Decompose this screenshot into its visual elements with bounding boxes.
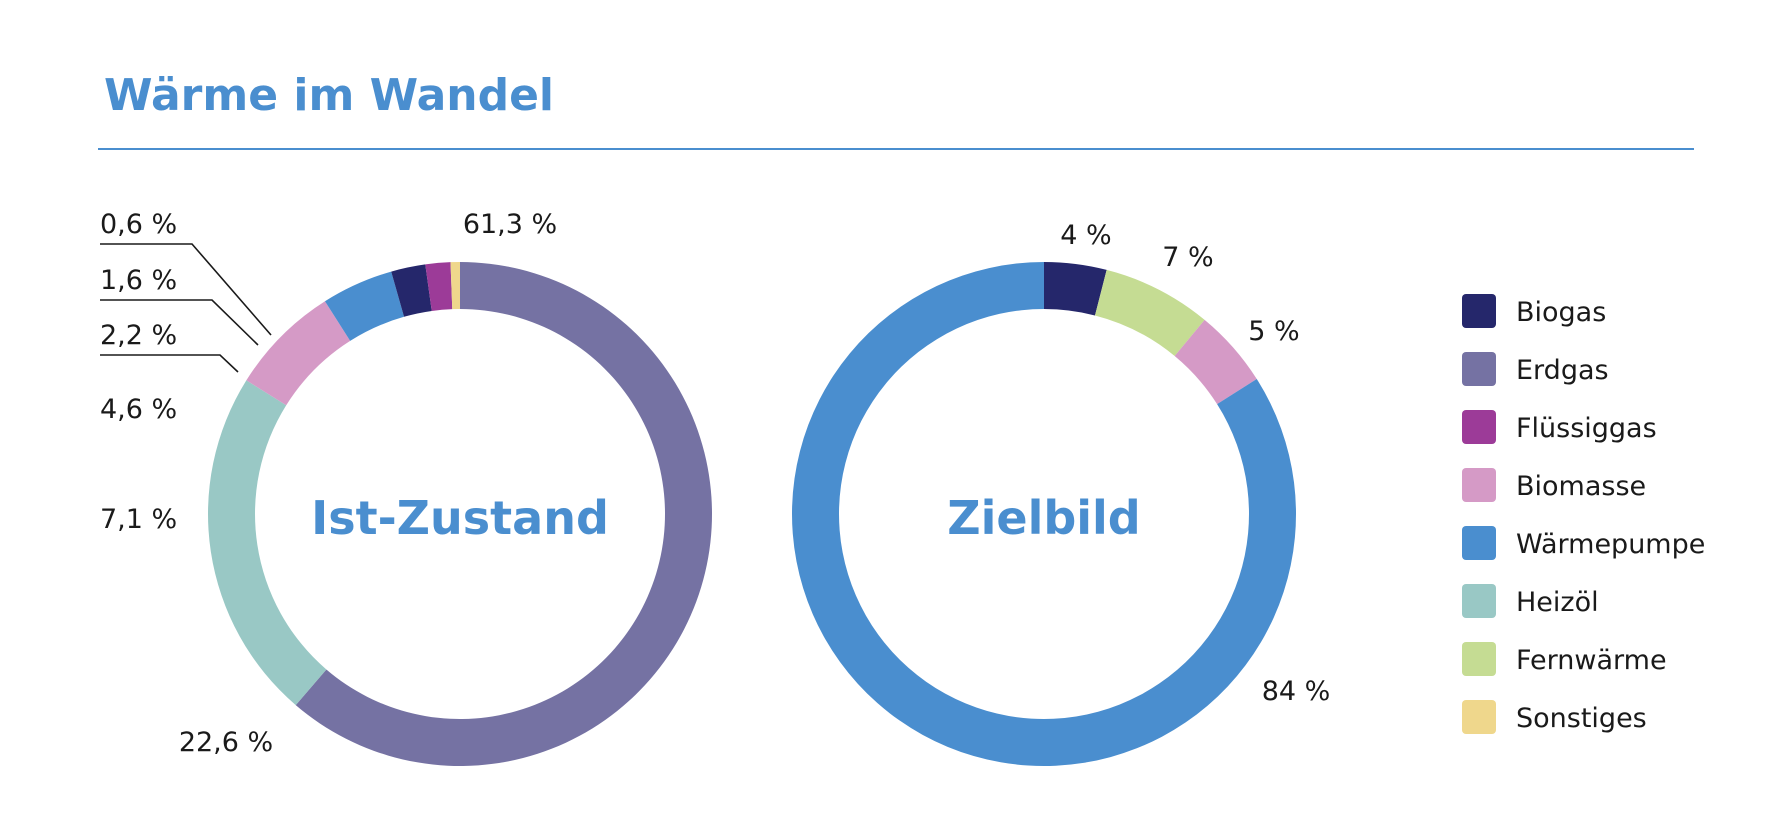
chart-title: Wärme im Wandel xyxy=(104,70,555,121)
value-label-waermepumpe: 84 % xyxy=(1262,676,1331,707)
legend-swatch xyxy=(1462,410,1496,444)
legend-item-biogas: Biogas xyxy=(1462,294,1606,328)
slice-sonstiges xyxy=(450,262,460,310)
legend-swatch xyxy=(1462,700,1496,734)
value-label-fernwaerme: 7 % xyxy=(1162,242,1213,273)
legend-item-fernwaerme: Fernwärme xyxy=(1462,642,1667,676)
value-label-biomasse: 7,1 % xyxy=(100,504,177,535)
title-divider xyxy=(98,148,1694,150)
legend-label: Wärmepumpe xyxy=(1516,529,1705,560)
legend-swatch xyxy=(1462,468,1496,502)
legend-item-biomasse: Biomasse xyxy=(1462,468,1646,502)
donut-center-label: Zielbild xyxy=(947,491,1140,545)
leader-line-biogas xyxy=(100,354,239,373)
value-label-erdgas: 61,3 % xyxy=(463,209,557,240)
value-label-sonstiges: 0,6 % xyxy=(100,209,177,240)
legend-label: Flüssiggas xyxy=(1516,413,1657,444)
value-label-heizoel: 22,6 % xyxy=(179,727,273,758)
slice-heizoel xyxy=(208,380,327,706)
legend-swatch xyxy=(1462,584,1496,618)
legend-item-sonstiges: Sonstiges xyxy=(1462,700,1647,734)
donut-center-label: Ist-Zustand xyxy=(311,491,609,545)
legend-item-erdgas: Erdgas xyxy=(1462,352,1609,386)
legend-label: Biogas xyxy=(1516,297,1606,328)
donut-ist-zustand: 61,3 % 22,6 % 7,1 % 4,6 % 2,2 % 1,6 % 0,6 % Is… xyxy=(100,209,712,766)
legend-label: Heizöl xyxy=(1516,587,1599,618)
slice-biomasse xyxy=(1174,319,1257,405)
legend-label: Biomasse xyxy=(1516,471,1646,502)
legend-swatch xyxy=(1462,642,1496,676)
legend-swatch xyxy=(1462,294,1496,328)
legend-label: Erdgas xyxy=(1516,355,1609,386)
legend-label: Fernwärme xyxy=(1516,645,1667,676)
slice-fernwaerme xyxy=(1094,269,1205,357)
value-label-biogas: 2,2 % xyxy=(100,320,177,351)
slice-fluessiggas xyxy=(425,262,453,311)
value-label-waermepumpe: 4,6 % xyxy=(100,394,177,425)
slice-erdgas xyxy=(295,262,712,766)
slice-biomasse xyxy=(246,301,351,406)
legend: Biogas Erdgas Flüssiggas Biomasse Wärmepumpe… xyxy=(1462,294,1705,734)
legend-swatch xyxy=(1462,526,1496,560)
slice-waermepumpe xyxy=(324,271,405,341)
value-label-biogas: 4 % xyxy=(1060,220,1111,251)
value-label-fluessiggas: 1,6 % xyxy=(100,265,177,296)
slice-biogas xyxy=(1044,262,1107,316)
legend-item-heizoel: Heizöl xyxy=(1462,584,1599,618)
donut-zielbild: 4 % 7 % 5 % 84 % Zielbild xyxy=(792,220,1330,766)
leader-line-sonstiges xyxy=(100,243,272,336)
legend-item-fluessiggas: Flüssiggas xyxy=(1462,410,1657,444)
leader-line-fluessiggas xyxy=(100,299,259,346)
slice-biogas xyxy=(391,264,432,317)
legend-item-waermepumpe: Wärmepumpe xyxy=(1462,526,1705,560)
value-label-biomasse: 5 % xyxy=(1248,316,1299,347)
legend-label: Sonstiges xyxy=(1516,703,1647,734)
legend-swatch xyxy=(1462,352,1496,386)
